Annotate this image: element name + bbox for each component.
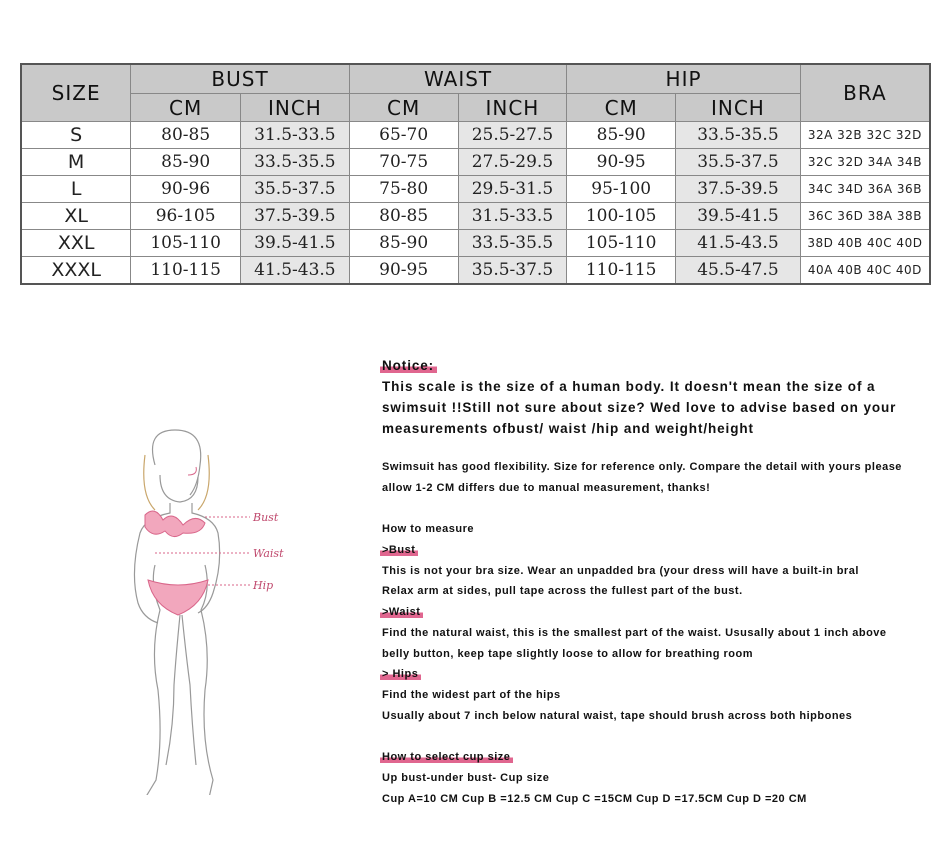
cell-bust-in: 41.5-43.5 [240,256,350,285]
cell-waist-cm: 85-90 [348,229,459,257]
cell-hip-in: 33.5-35.5 [675,121,801,149]
cell-waist-cm: 80-85 [348,202,459,230]
cell-waist-in: 35.5-37.5 [457,256,568,285]
flex-line: Swimsuit has good flexibility. Size for … [382,461,902,473]
header-waist: WAIST [348,63,568,94]
header-waist-inch: INCH [457,93,568,122]
notice-title: Notice: [380,358,438,373]
cell-waist-in: 25.5-27.5 [457,121,568,149]
cup-line: Cup A=10 CM Cup B =12.5 CM Cup C =15CM C… [382,793,807,805]
waist-label: Waist [253,547,284,560]
cell-bra: 38D 40B 40C 40D [799,229,931,257]
cell-bust-cm: 96-105 [130,202,241,230]
cell-bra: 34C 34D 36A 36B [799,175,931,203]
cell-bust-in: 33.5-35.5 [240,148,350,176]
header-bust: BUST [130,63,350,94]
header-size: SIZE [20,63,132,122]
cell-hip-cm: 85-90 [566,121,677,149]
table-row: XXL 105-110 39.5-41.5 85-90 33.5-35.5 105-110… [20,229,931,257]
cell-hip-in: 45.5-47.5 [675,256,801,285]
cell-bust-cm: 105-110 [130,229,241,257]
header-waist-cm: CM [348,93,459,122]
cell-waist-in: 31.5-33.5 [457,202,568,230]
cell-bra: 32C 32D 34A 34B [799,148,931,176]
notice-line: swimsuit !!Still not sure about size? We… [382,400,897,415]
cell-size: XXL [20,229,132,257]
cell-hip-cm: 100-105 [566,202,677,230]
notice-line: This scale is the size of a human body. … [382,379,876,394]
waist-line: belly button, keep tape slightly loose t… [382,648,753,660]
cell-size: S [20,121,132,149]
size-chart-table: SIZE BUST WAIST HIP BRA CM INCH CM INCH … [20,63,931,285]
hip-label: Hip [252,579,273,592]
header-hip: HIP [566,63,801,94]
table-row: XL 96-105 37.5-39.5 80-85 31.5-33.5 100-105 39… [20,202,931,230]
cell-bust-cm: 80-85 [130,121,241,149]
cell-size: M [20,148,132,176]
header-bust-inch: INCH [240,93,350,122]
cell-size: XXXL [20,256,132,285]
cell-bra: 36C 36D 38A 38B [799,202,931,230]
cell-hip-in: 37.5-39.5 [675,175,801,203]
measure-title: How to measure [382,523,474,535]
cell-waist-in: 33.5-35.5 [457,229,568,257]
cell-waist-cm: 65-70 [348,121,459,149]
cell-hip-cm: 110-115 [566,256,677,285]
cell-bust-cm: 110-115 [130,256,241,285]
cup-line: Up bust-under bust- Cup size [382,772,550,784]
cell-bust-cm: 90-96 [130,175,241,203]
header-bra: BRA [799,63,931,122]
bust-title: >Bust [380,544,419,556]
cell-bust-cm: 85-90 [130,148,241,176]
bust-label: Bust [252,511,279,524]
flex-line: allow 1-2 CM differs due to manual measu… [382,482,711,494]
hips-line: Find the widest part of the hips [382,689,561,701]
cell-size: XL [20,202,132,230]
cell-hip-cm: 105-110 [566,229,677,257]
body-measurement-figure: Bust Waist Hip [100,425,320,801]
cell-hip-in: 35.5-37.5 [675,148,801,176]
hips-title: > Hips [380,668,422,680]
header-bust-cm: CM [130,93,241,122]
waist-title: >Waist [380,606,424,618]
cell-bra: 40A 40B 40C 40D [799,256,931,285]
waist-line: Find the natural waist, this is the smal… [382,627,887,639]
cell-bust-in: 31.5-33.5 [240,121,350,149]
cell-bra: 32A 32B 32C 32D [799,121,931,149]
header-hip-inch: INCH [675,93,801,122]
cell-waist-cm: 70-75 [348,148,459,176]
table-row: S 80-85 31.5-33.5 65-70 25.5-27.5 85-90 33.5-3… [20,121,931,149]
cell-size: L [20,175,132,203]
cell-bust-in: 35.5-37.5 [240,175,350,203]
notice-line: measurements ofbust/ waist /hip and weig… [382,421,754,436]
cell-hip-in: 41.5-43.5 [675,229,801,257]
cell-bust-in: 37.5-39.5 [240,202,350,230]
cell-hip-cm: 90-95 [566,148,677,176]
bust-line: This is not your bra size. Wear an unpad… [382,565,859,577]
bust-line: Relax arm at sides, pull tape across the… [382,585,743,597]
cell-bust-in: 39.5-41.5 [240,229,350,257]
cell-hip-cm: 95-100 [566,175,677,203]
cell-waist-cm: 90-95 [348,256,459,285]
cell-hip-in: 39.5-41.5 [675,202,801,230]
cup-title: How to select cup size [380,751,514,763]
cell-waist-in: 29.5-31.5 [457,175,568,203]
table-row: XXXL 110-115 41.5-43.5 90-95 35.5-37.5 110-11… [20,256,931,285]
hips-line: Usually about 7 inch below natural waist… [382,710,853,722]
table-row: L 90-96 35.5-37.5 75-80 29.5-31.5 95-100 37.5-… [20,175,931,203]
header-hip-cm: CM [566,93,677,122]
table-row: M 85-90 33.5-35.5 70-75 27.5-29.5 90-95 35.5-3… [20,148,931,176]
cell-waist-in: 27.5-29.5 [457,148,568,176]
cell-waist-cm: 75-80 [348,175,459,203]
